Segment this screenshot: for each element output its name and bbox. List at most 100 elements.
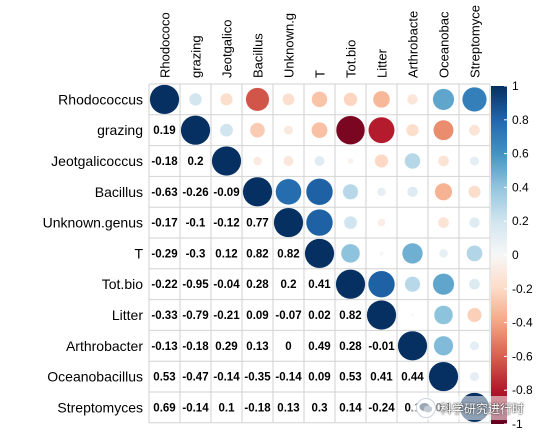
- correlation-value-9-8: 0.44: [401, 372, 424, 384]
- correlation-circle-1-10: [468, 124, 481, 136]
- row-label-5: T: [134, 245, 143, 261]
- row-label-10: Streptomyces: [57, 399, 143, 415]
- correlation-circle-3-3: [242, 176, 273, 207]
- watermark: 科学研究进行时: [412, 396, 529, 420]
- colorbar-tick-label: -1: [512, 417, 523, 431]
- correlation-circle-4-6: [343, 215, 358, 230]
- correlation-circle-3-9: [434, 182, 453, 201]
- correlation-circle-1-4: [283, 125, 294, 136]
- correlation-circle-1-1: [180, 115, 211, 146]
- correlation-circle-4-9: [437, 216, 450, 229]
- correlation-circle-0-8: [406, 93, 419, 105]
- correlation-value-9-3: -0.35: [244, 372, 271, 384]
- correlation-value-10-6: 0.14: [339, 402, 362, 414]
- colorbar-tick-label: 0.2: [512, 214, 529, 228]
- column-label-9: Oceanobac: [437, 11, 452, 78]
- colorbar-tick-label: -0.8: [512, 383, 533, 397]
- colorbar-tick-label: 0: [512, 248, 519, 262]
- correlation-value-8-3: 0.13: [246, 341, 268, 353]
- correlation-circle-1-6: [335, 115, 366, 145]
- correlation-value-2-0: -0.18: [151, 156, 178, 168]
- correlation-circle-5-8: [401, 242, 424, 264]
- column-label-2: Jeotgalico: [220, 19, 235, 78]
- correlation-circle-2-2: [211, 145, 242, 176]
- correlation-value-6-5: 0.41: [308, 279, 331, 291]
- colorbar-tick-label: -0.6: [512, 349, 533, 363]
- correlation-value-5-3: 0.82: [246, 248, 268, 260]
- correlation-value-4-2: -0.12: [213, 218, 239, 230]
- correlation-value-9-5: 0.09: [308, 372, 330, 384]
- correlation-circle-9-9: [428, 361, 459, 392]
- correlation-circle-8-8: [397, 330, 428, 361]
- correlation-value-2-1: 0.2: [188, 156, 204, 168]
- correlation-value-8-1: -0.18: [182, 341, 209, 353]
- correlation-value-5-0: -0.29: [151, 248, 177, 260]
- correlation-value-8-2: 0.29: [215, 341, 237, 353]
- correlation-circle-4-10: [468, 217, 481, 229]
- colorbar: 1 0.8 0.6 0.4 0.2 0 -0.2 -0.4 -0.6 -0.8 -1: [491, 79, 533, 431]
- correlation-circle-0-3: [245, 87, 270, 112]
- correlation-circle-3-7: [376, 187, 387, 197]
- correlation-circle-0-5: [311, 91, 328, 108]
- correlation-value-9-6: 0.53: [339, 372, 361, 384]
- row-label-0: Rhodococcus: [58, 91, 143, 107]
- correlation-circle-2-7: [374, 154, 389, 168]
- correlation-circle-7-8: [410, 313, 415, 317]
- correlation-circle-3-4: [275, 178, 302, 205]
- correlation-circle-7-7: [366, 300, 397, 331]
- row-label-9: Oceanobacillus: [47, 369, 143, 385]
- correlation-circle-5-7: [379, 251, 384, 256]
- column-label-4: Unknown.g: [282, 13, 297, 78]
- correlation-circle-0-6: [343, 92, 358, 107]
- correlation-value-10-3: -0.18: [244, 402, 271, 414]
- row-label-4: Unknown.genus: [43, 215, 143, 231]
- correlation-value-9-2: -0.14: [213, 372, 240, 384]
- correlation-circle-5-6: [340, 243, 361, 264]
- colorbar-tick-label: -0.4: [512, 316, 533, 330]
- row-label-7: Litter: [112, 307, 143, 323]
- correlation-value-1-0: 0.19: [153, 125, 175, 137]
- correlation-value-10-5: 0.3: [312, 402, 328, 414]
- correlation-circle-3-10: [468, 185, 481, 199]
- column-label-10: Streptomyce: [468, 5, 483, 78]
- correlation-circle-8-9: [433, 335, 454, 356]
- correlation-value-4-3: 0.77: [246, 218, 268, 230]
- correlation-value-6-0: -0.22: [151, 279, 177, 291]
- correlation-value-3-0: -0.63: [151, 187, 177, 199]
- correlation-value-8-6: 0.28: [339, 341, 362, 353]
- correlation-value-3-2: -0.09: [213, 187, 239, 199]
- correlation-value-7-2: -0.21: [213, 310, 240, 322]
- correlation-value-5-2: 0.12: [215, 248, 237, 260]
- correlation-circle-2-4: [283, 155, 294, 167]
- correlation-circle-1-2: [219, 123, 234, 138]
- correlation-circle-3-5: [305, 178, 334, 206]
- correlation-value-5-1: -0.3: [186, 248, 206, 260]
- correlation-circle-6-6: [335, 269, 366, 300]
- correlation-value-5-4: 0.82: [277, 248, 299, 260]
- wechat-logo-icon: [416, 398, 436, 418]
- column-label-0: Rhodococo: [158, 12, 173, 78]
- correlation-value-10-4: 0.13: [277, 402, 299, 414]
- column-label-8: Arthrobacte: [406, 11, 421, 78]
- correlation-circle-3-8: [406, 186, 419, 198]
- row-label-2: Jeotgalicoccus: [51, 153, 143, 169]
- correlation-numbers: 0.19 -0.18 0.2 -0.63 -0.26 -0.09 -0.17 -0.1 -0.1…: [151, 125, 452, 414]
- correlation-circle-5-5: [304, 238, 335, 269]
- watermark-text: 科学研究进行时: [440, 401, 525, 416]
- colorbar-tick-label: 0.6: [512, 147, 529, 161]
- correlation-circle-0-9: [432, 88, 455, 111]
- correlation-circle-9-10: [469, 371, 480, 382]
- correlation-value-3-1: -0.26: [182, 187, 208, 199]
- correlation-value-4-0: -0.17: [151, 218, 177, 230]
- correlation-value-6-1: -0.95: [182, 279, 209, 291]
- colorbar-tick-label: 0.4: [512, 180, 529, 194]
- row-labels: Rhodococcus grazing Jeotgalicoccus Bacillus…: [43, 91, 144, 415]
- correlation-value-10-2: 0.1: [219, 402, 236, 414]
- correlation-value-7-5: 0.02: [308, 310, 330, 322]
- colorbar-tick-label: 1: [512, 79, 519, 93]
- colorbar-gradient: [491, 86, 507, 424]
- correlation-value-7-3: 0.09: [246, 310, 268, 322]
- correlation-value-8-0: -0.13: [151, 341, 177, 353]
- correlation-value-4-1: -0.1: [186, 218, 206, 230]
- correlation-circle-2-10: [469, 156, 480, 166]
